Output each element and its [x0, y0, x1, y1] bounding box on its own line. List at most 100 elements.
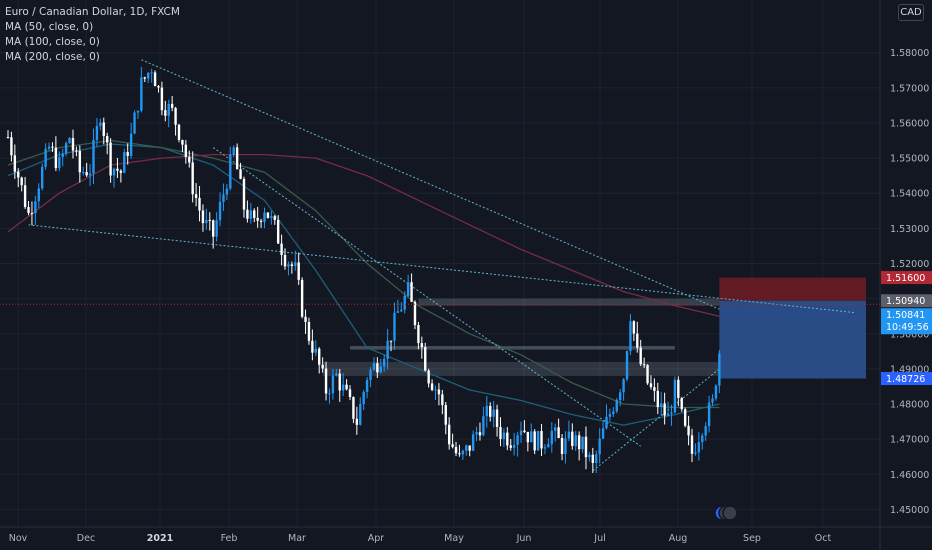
y-tick-label: 1.56000 — [890, 118, 929, 129]
candle-body — [567, 431, 571, 439]
candle-body — [143, 77, 146, 79]
candle-body — [191, 162, 194, 195]
candle-body — [201, 210, 205, 224]
candle-body — [297, 262, 300, 280]
candle-body — [400, 309, 403, 312]
candle-body — [345, 384, 348, 390]
y-tick-label: 1.49000 — [890, 364, 929, 375]
candle-body — [355, 418, 359, 425]
price-label-text: 1.51600 — [886, 273, 925, 284]
candle-body — [642, 364, 646, 366]
candle-body — [417, 325, 420, 344]
candle-body — [259, 220, 263, 222]
candle-body — [636, 333, 639, 348]
candle-body — [670, 412, 673, 414]
candle-body — [523, 430, 526, 432]
candle-body — [335, 373, 338, 376]
candle-body — [711, 398, 714, 403]
y-tick-label: 1.54000 — [890, 189, 929, 200]
tradingview-logo-icon — [714, 505, 738, 521]
candle-body — [701, 435, 704, 443]
candle-body — [406, 282, 410, 296]
candle-body — [509, 445, 512, 448]
candle-body — [6, 137, 10, 139]
candle-body — [85, 172, 88, 176]
candle-body — [680, 398, 683, 410]
candle-body — [47, 146, 51, 149]
candle-body — [290, 264, 294, 267]
candle-body — [280, 243, 283, 255]
y-tick-label: 1.46000 — [890, 470, 929, 481]
candle-body — [37, 188, 40, 202]
zone-band-mid — [350, 346, 675, 350]
time-axis[interactable]: Nov Dec 2021 Feb Mar Apr May Jun Jul Aug Sep Oct — [0, 526, 932, 544]
candle-body — [656, 390, 659, 408]
candle-body — [95, 125, 99, 141]
candle-body — [359, 403, 362, 425]
price-label-text: 1.50940 — [886, 296, 925, 307]
candle-body — [478, 432, 482, 436]
candle-body — [396, 311, 400, 313]
candle-body — [170, 103, 174, 108]
candle-body — [328, 393, 331, 395]
candle-body — [410, 282, 413, 302]
candle-body — [102, 122, 105, 136]
candle-body — [499, 426, 502, 440]
trendline-0 — [141, 59, 720, 310]
candle-body — [584, 436, 588, 458]
candle-body — [242, 178, 246, 210]
event-badge — [722, 505, 738, 521]
price-label-bg — [881, 294, 932, 308]
candle-body — [683, 409, 687, 426]
candle-body — [58, 157, 61, 169]
candle-body — [119, 170, 123, 173]
y-tick-label: 1.53000 — [890, 224, 929, 235]
candles — [6, 66, 721, 473]
y-tick-label: 1.48000 — [890, 400, 929, 411]
candle-body — [112, 168, 116, 176]
candle-body — [307, 322, 311, 341]
candle-body — [61, 153, 64, 158]
candle-body — [485, 405, 488, 417]
candle-body — [157, 86, 160, 88]
candle-body — [376, 363, 379, 373]
currency-button[interactable]: CAD — [898, 4, 924, 21]
y-tick-label: 1.50000 — [890, 329, 929, 340]
candle-body — [64, 143, 68, 154]
candle-body — [403, 295, 406, 310]
candle-body — [424, 347, 427, 371]
candle-body — [588, 454, 591, 458]
candle-body — [270, 216, 273, 218]
candle-body — [629, 321, 632, 352]
zone-band-lower — [322, 361, 720, 376]
candle-body — [188, 157, 191, 163]
legend-ma200[interactable]: MA (200, close, 0) — [5, 51, 100, 63]
price-label-bg — [881, 308, 932, 335]
symbol-title[interactable]: Euro / Canadian Dollar, 1D, FXCM — [5, 6, 180, 18]
candle-body — [605, 416, 608, 429]
candle-body — [704, 426, 707, 436]
x-tick-label: Apr — [368, 533, 385, 544]
candle-body — [273, 216, 276, 220]
candle-body — [547, 444, 550, 448]
candle-body — [205, 219, 208, 224]
candle-body — [51, 146, 54, 148]
x-tick-label: Aug — [669, 533, 688, 544]
candle-body — [321, 364, 324, 369]
candle-body — [454, 447, 458, 454]
legend-ma100[interactable]: MA (100, close, 0) — [5, 36, 100, 48]
candle-body — [639, 347, 642, 365]
candle-body — [471, 434, 475, 451]
candle-body — [23, 185, 27, 208]
candle-body — [324, 368, 328, 394]
candle-body — [136, 110, 140, 113]
candle-body — [372, 363, 376, 370]
candle-body — [17, 171, 20, 178]
legend-ma50[interactable]: MA (50, close, 0) — [5, 21, 94, 33]
y-tick-label: 1.45000 — [890, 505, 929, 516]
candle-body — [229, 154, 232, 189]
ma-line-0 — [7, 143, 720, 426]
candle-body — [318, 348, 321, 365]
candle-body — [160, 87, 164, 111]
